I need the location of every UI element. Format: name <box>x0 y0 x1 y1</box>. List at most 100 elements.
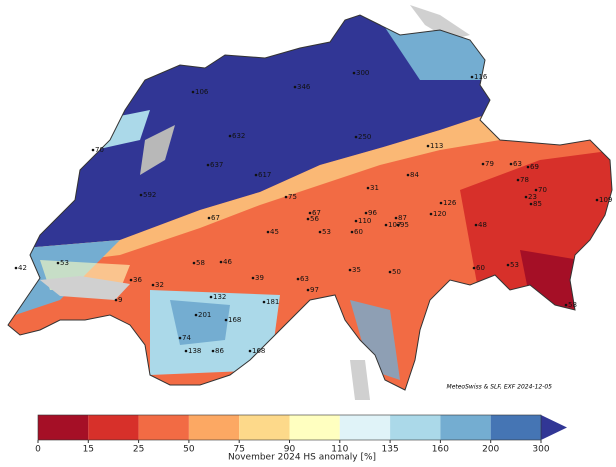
station-value: 84 <box>410 171 419 179</box>
station-dot <box>366 186 370 190</box>
colorbar-bin <box>390 415 441 440</box>
station-dot <box>318 230 322 234</box>
station-dot <box>439 201 443 205</box>
station-value: 63 <box>513 160 522 168</box>
station-dot <box>534 188 538 192</box>
colorbar-bin <box>490 415 541 440</box>
station-value: 181 <box>266 298 279 306</box>
station-value: 35 <box>352 266 361 274</box>
stations: 106 346 300 116 632 637 617 70 592 250 113 79 63 69 31… <box>14 69 612 355</box>
station-value: 637 <box>210 161 223 169</box>
station-value: 138 <box>188 347 201 355</box>
station-value: 107 <box>388 221 401 229</box>
station-dot <box>207 216 211 220</box>
station-value: 109 <box>599 196 612 204</box>
station-dot <box>194 313 198 317</box>
station-dot <box>524 195 528 199</box>
station-dot <box>470 75 474 79</box>
station-dot <box>219 260 223 264</box>
station-value: 168 <box>228 316 241 324</box>
station-value: 45 <box>270 228 279 236</box>
colorbar-bin <box>289 415 340 440</box>
station-dot <box>139 193 143 197</box>
station-value: 96 <box>368 209 377 217</box>
station-dot <box>211 349 215 353</box>
station-dot <box>509 162 513 166</box>
station-value: 75 <box>288 193 297 201</box>
colorbar-tick-label: 110 <box>331 445 348 455</box>
station-value: 300 <box>356 69 369 77</box>
colorbar-bin <box>38 415 89 440</box>
station-dot <box>114 298 118 302</box>
station-value: 53 <box>322 228 331 236</box>
station-value: 617 <box>258 171 271 179</box>
station-dot <box>481 162 485 166</box>
station-value: 56 <box>310 215 319 223</box>
station-dot <box>254 173 258 177</box>
station-dot <box>516 178 520 182</box>
station-value: 79 <box>485 160 494 168</box>
colorbar-tick-label: 25 <box>133 445 144 455</box>
colorbar: 0 15 25 50 75 90 110 135 160 200 300 <box>35 414 567 455</box>
station-dot <box>354 135 358 139</box>
station-dot <box>228 134 232 138</box>
station-value: 97 <box>310 286 319 294</box>
station-dot <box>56 261 60 265</box>
station-dot <box>178 336 182 340</box>
station-dot <box>284 195 288 199</box>
station-dot <box>352 71 356 75</box>
credit: MeteoSwiss & SLF, EXF 2024-12-05 <box>447 384 553 391</box>
station-value: 58 <box>196 259 205 267</box>
station-dot <box>262 300 266 304</box>
colorbar-bin <box>440 415 491 440</box>
station-value: 346 <box>297 83 311 91</box>
station-value: 132 <box>213 293 226 301</box>
colorbar-tick-label: 50 <box>183 445 195 455</box>
colorbar-tick-label: 160 <box>432 445 449 455</box>
station-value: 60 <box>476 264 485 272</box>
colorbar-bin <box>138 415 189 440</box>
station-value: 31 <box>370 184 379 192</box>
station-dot <box>348 268 352 272</box>
station-dot <box>564 303 568 307</box>
station-value: 58 <box>568 301 577 309</box>
station-value: 67 <box>211 214 220 222</box>
station-value: 78 <box>520 176 529 184</box>
station-value: 86 <box>215 347 224 355</box>
station-dot <box>248 349 252 353</box>
station-dot <box>364 211 368 215</box>
station-dot <box>426 144 430 148</box>
station-value: 85 <box>533 200 542 208</box>
station-dot <box>306 217 310 221</box>
station-dot <box>506 263 510 267</box>
station-dot <box>394 216 398 220</box>
colorbar-tick-label: 0 <box>35 445 41 455</box>
colorbar-tick-label: 135 <box>382 445 399 455</box>
station-dot <box>206 163 210 167</box>
colorbar-tick-label: 90 <box>284 445 296 455</box>
station-dot <box>308 211 312 215</box>
station-dot <box>184 349 188 353</box>
station-value: 48 <box>478 221 487 229</box>
station-value: 60 <box>354 228 363 236</box>
colorbar-tick-label: 300 <box>532 445 549 455</box>
station-value: 250 <box>358 133 371 141</box>
station-dot <box>384 223 388 227</box>
station-dot <box>354 219 358 223</box>
station-value: 120 <box>433 210 446 218</box>
station-dot <box>191 90 195 94</box>
station-dot <box>472 266 476 270</box>
station-dot <box>406 173 410 177</box>
station-dot <box>396 223 400 227</box>
station-value: 9 <box>118 296 122 304</box>
station-value: 67 <box>312 209 321 217</box>
station-dot <box>192 261 196 265</box>
station-value: 632 <box>232 132 245 140</box>
colorbar-extension <box>541 415 567 440</box>
station-value: 70 <box>538 186 547 194</box>
lake-geneva <box>40 276 130 300</box>
station-value: 126 <box>443 199 457 207</box>
station-dot <box>293 85 297 89</box>
station-value: 592 <box>143 191 156 199</box>
anomaly-field <box>8 15 612 390</box>
